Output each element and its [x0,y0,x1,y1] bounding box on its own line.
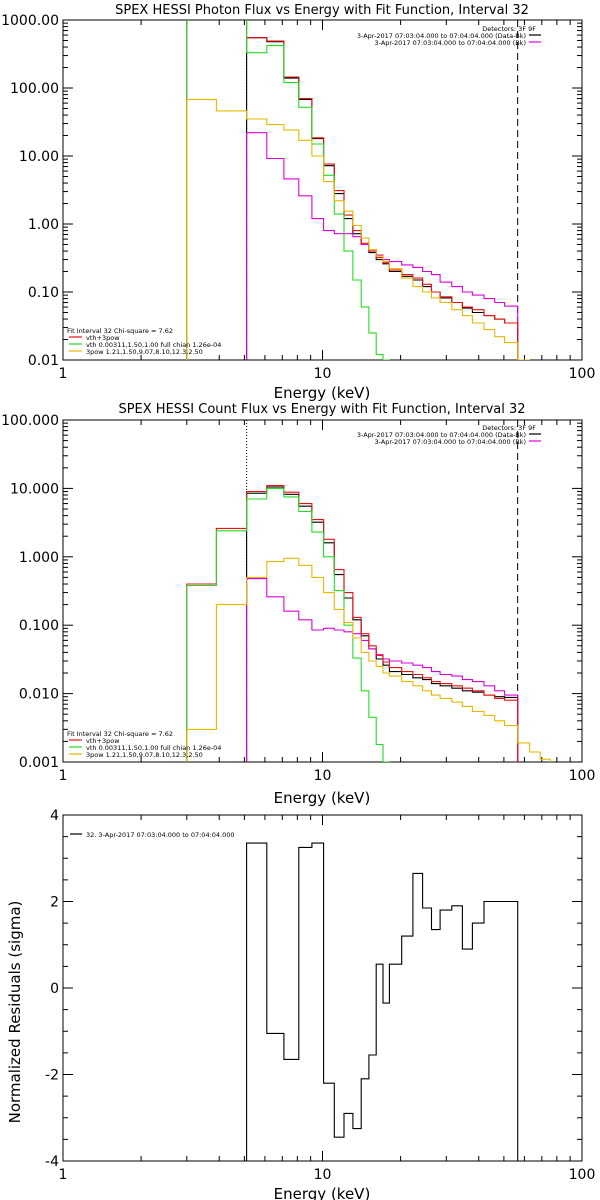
series-0-step-line [246,842,519,1161]
y-tick-label: 1000.00 [1,13,59,29]
y-tick-label: 1.000 [19,550,59,566]
photon-flux-panel: SPEX HESSI Photon Flux vs Energy with Fi… [1,3,595,402]
x-tick-label: 1 [59,768,68,784]
series-3-step-line [186,20,390,360]
count-flux-detectors: Detectors: 3F 9F [482,424,536,432]
y-tick-label: 0.010 [19,687,59,703]
count-flux-panel: SPEX HESSI Count Flux vs Energy with Fit… [1,402,595,807]
y-tick-label: 2 [50,895,59,911]
photon-flux-xlabel: Energy (keV) [274,384,371,402]
y-tick-label: 0.01 [28,353,59,369]
photon-flux-fit-header: Fit Interval 32 Chi-square = 7.62 [67,327,173,335]
y-tick-label: 0 [50,981,59,997]
photon-flux-plot-area [186,20,531,360]
x-tick-label: 100 [569,1167,596,1183]
count-flux-xlabel: Energy (keV) [274,789,371,807]
x-tick-label: 10 [314,768,332,784]
count-flux-fit-legend-2: 3pow 1.21,1.50,9.07,8.10,12.3,2.50 [86,751,203,759]
photon-flux-info-1: 3-Apr-2017 07:03:04.000 to 07:04:04.000 … [375,39,526,47]
series-4-step-line [186,98,531,360]
count-flux-info-1: 3-Apr-2017 07:03:04.000 to 07:04:04.000 … [375,438,526,446]
residuals-xlabel: Energy (keV) [274,1185,371,1200]
x-tick-label: 10 [314,366,332,382]
photon-flux-fit-legend-2: 3pow 1.21,1.50,9.07,8.10,12.3,2.50 [86,348,203,356]
y-tick-label: 0.001 [19,755,59,771]
photon-flux-fit-legend-0: vth+3pow [86,334,120,342]
x-tick-label: 100 [569,366,596,382]
photon-flux-fit-legend-1: vth 0.00311,1.50,1.00 full chian 1.26e-0… [86,341,221,349]
residuals-ylabel: Normalized Residuals (sigma) [6,901,24,1124]
plot-frame [62,814,583,1162]
y-tick-label: -4 [45,1154,59,1170]
series-1-step-line [246,578,519,762]
count-flux-fit-legend-0: vth+3pow [86,737,120,745]
series-2-step-line [186,485,519,762]
x-tick-label: 1 [59,1167,68,1183]
count-flux-plot-area [186,420,551,762]
y-tick-label: -2 [45,1068,59,1084]
count-flux-axes: 1 10 100 0.001 0.010 0.100 1.000 10.000 100.000 [1,413,595,784]
count-flux-fit-header: Fit Interval 32 Chi-square = 7.62 [67,730,173,738]
y-tick-label: 10.000 [10,481,59,497]
count-flux-fit-legend-1: vth 0.00311,1.50,1.00 full chian 1.26e-0… [86,744,221,752]
photon-flux-title: SPEX HESSI Photon Flux vs Energy with Fi… [115,3,529,18]
count-flux-info-0: 3-Apr-2017 07:03:04.000 to 07:04:04.000 … [357,431,526,439]
y-tick-label: 100.000 [1,413,59,429]
x-tick-label: 100 [569,768,596,784]
residuals-legend: 32. 3-Apr-2017 07:03:04.000 to 07:04:04.… [86,831,235,839]
count-flux-title: SPEX HESSI Count Flux vs Energy with Fit… [118,402,525,417]
series-4-step-line [186,557,551,762]
y-tick-label: 100.00 [10,81,59,97]
photon-flux-axes: 1 10 100 0.01 0.10 1.00 10.00 100.00 1000.00 [1,13,595,382]
y-tick-label: 4 [50,808,59,824]
photon-flux-detectors: Detectors: 3F 9F [482,25,536,33]
x-tick-label: 10 [314,1167,332,1183]
plot-frame [62,419,583,763]
photon-flux-info-0: 3-Apr-2017 07:03:04.000 to 07:04:04.000 … [357,32,526,40]
y-tick-label: 0.10 [28,285,59,301]
y-tick-label: 10.00 [19,149,59,165]
residuals-plot-area [246,842,519,1161]
x-tick-label: 1 [59,366,68,382]
residuals-axes: 1 10 100 -4 -2 0 2 4 [45,808,595,1183]
series-2-step-line [186,20,519,360]
series-3-step-line [186,487,390,762]
y-tick-label: 1.00 [28,217,59,233]
residuals-panel: Energy (keV) Normalized Residuals (sigma… [6,808,595,1200]
plot-frame [62,19,583,361]
series-1-step-line [246,132,519,360]
y-tick-label: 0.100 [19,618,59,634]
